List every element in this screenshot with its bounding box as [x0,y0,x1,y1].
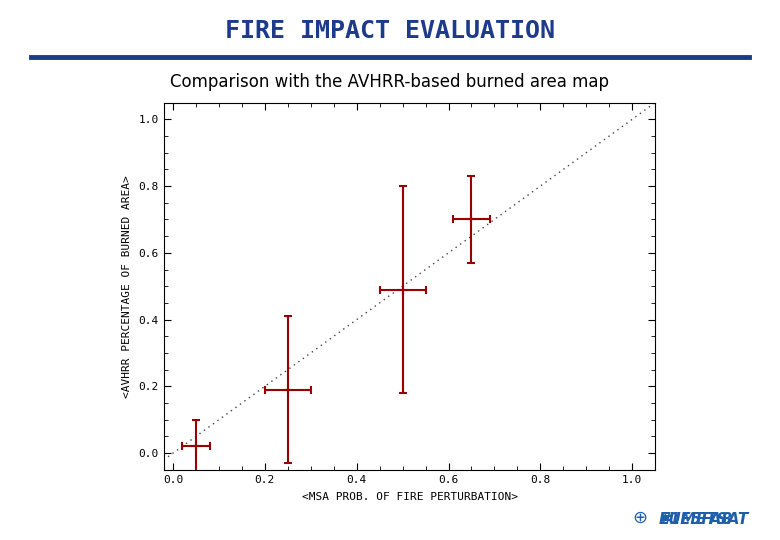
Text: ⊕: ⊕ [632,509,647,526]
X-axis label: <MSA PROB. OF FIRE PERTURBATION>: <MSA PROB. OF FIRE PERTURBATION> [302,491,517,502]
Text: Comparison with the AVHRR-based burned area map: Comparison with the AVHRR-based burned a… [171,73,609,91]
Text: #1E5FA8: #1E5FA8 [659,511,732,526]
Text: EUMETSAT: EUMETSAT [659,511,750,526]
Y-axis label: <AVHRR PERCENTAGE OF BURNED AREA>: <AVHRR PERCENTAGE OF BURNED AREA> [122,175,132,397]
Text: FIRE IMPACT EVALUATION: FIRE IMPACT EVALUATION [225,19,555,43]
